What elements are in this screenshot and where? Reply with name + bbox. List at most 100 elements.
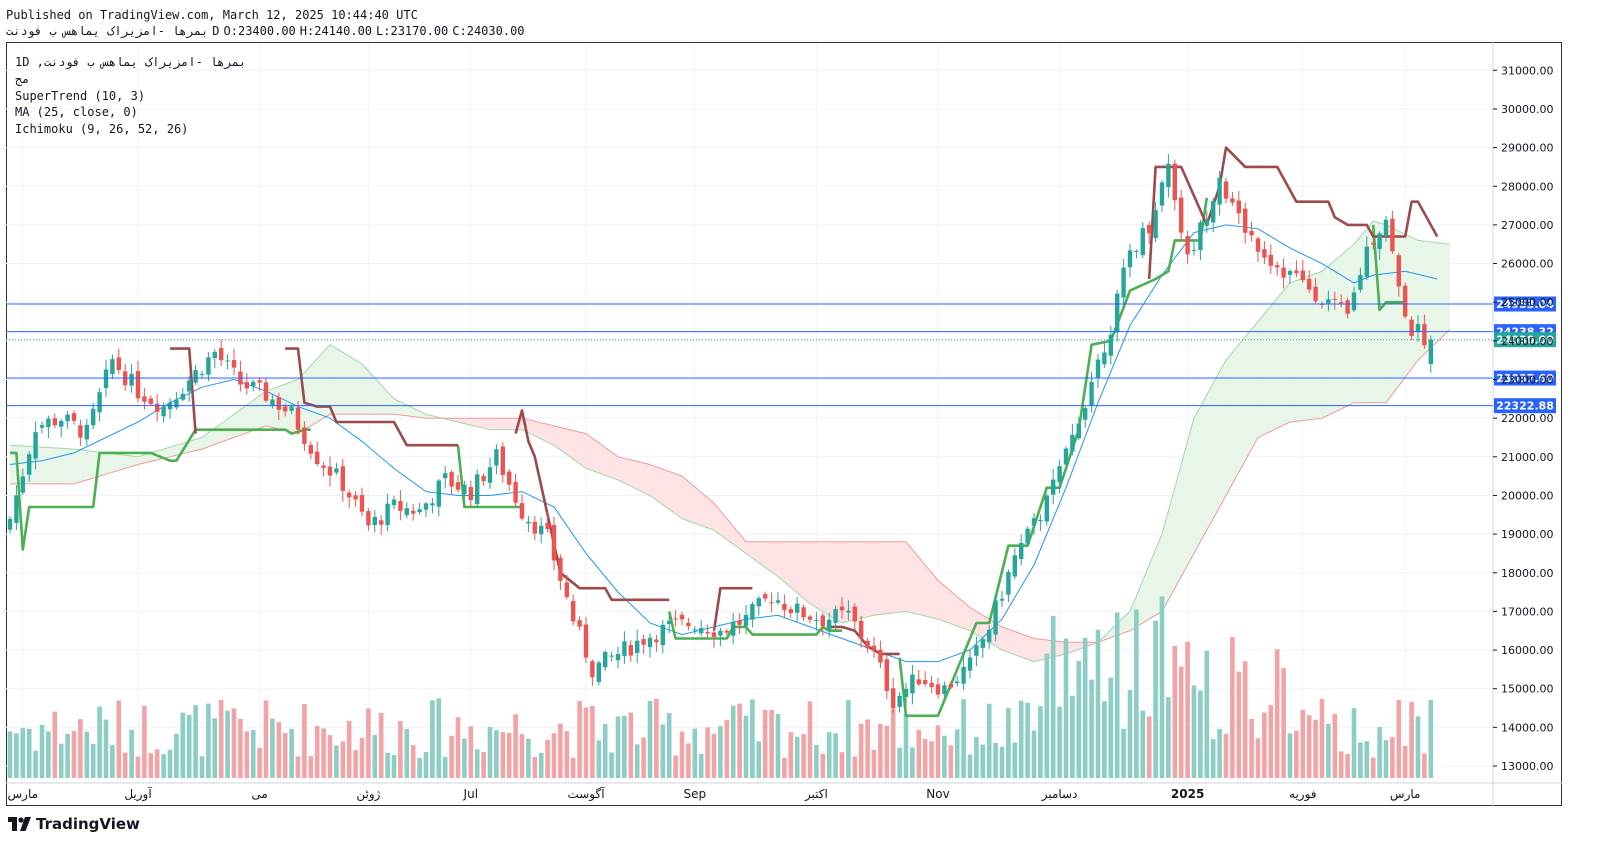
candle-body[interactable] bbox=[795, 603, 800, 613]
candle-body[interactable] bbox=[865, 640, 870, 649]
candle-body[interactable] bbox=[1300, 270, 1305, 281]
price-chart[interactable]: 24953.0424238.3223037.6022322.8824030.00… bbox=[6, 42, 1562, 806]
candle-body[interactable] bbox=[372, 516, 377, 526]
candle-body[interactable] bbox=[1358, 274, 1363, 290]
candle-body[interactable] bbox=[654, 639, 659, 643]
candle-body[interactable] bbox=[916, 679, 921, 685]
candle-body[interactable] bbox=[289, 406, 294, 411]
candle-body[interactable] bbox=[583, 624, 589, 658]
candle-body[interactable] bbox=[468, 487, 473, 501]
candle-body[interactable] bbox=[148, 398, 153, 405]
candle-body[interactable] bbox=[1025, 528, 1030, 544]
candle-body[interactable] bbox=[91, 408, 96, 426]
candle-body[interactable] bbox=[833, 609, 838, 623]
candle-body[interactable] bbox=[590, 661, 595, 678]
candle-body[interactable] bbox=[711, 632, 717, 637]
candle-body[interactable] bbox=[686, 622, 691, 627]
candle-body[interactable] bbox=[404, 508, 409, 516]
candle-body[interactable] bbox=[513, 481, 518, 503]
candle-body[interactable] bbox=[647, 637, 653, 648]
candle-body[interactable] bbox=[1038, 519, 1043, 521]
candle-body[interactable] bbox=[1044, 495, 1049, 522]
candle-body[interactable] bbox=[308, 444, 313, 454]
candle-body[interactable] bbox=[231, 360, 237, 368]
candle-body[interactable] bbox=[1211, 201, 1216, 223]
candle-body[interactable] bbox=[219, 347, 224, 361]
candle-body[interactable] bbox=[891, 688, 896, 709]
candle-body[interactable] bbox=[423, 503, 429, 510]
candle-body[interactable] bbox=[532, 521, 537, 534]
candle-body[interactable] bbox=[1339, 302, 1344, 304]
candle-body[interactable] bbox=[199, 374, 205, 376]
candle-body[interactable] bbox=[391, 499, 397, 506]
candle-body[interactable] bbox=[1089, 382, 1094, 406]
candle-body[interactable] bbox=[1134, 250, 1139, 252]
candle-body[interactable] bbox=[443, 473, 448, 479]
candle-body[interactable] bbox=[1243, 208, 1248, 233]
candle-body[interactable] bbox=[667, 620, 672, 625]
candle-body[interactable] bbox=[116, 357, 121, 370]
candle-body[interactable] bbox=[411, 510, 416, 514]
candle-body[interactable] bbox=[1230, 198, 1235, 203]
candle-body[interactable] bbox=[283, 406, 288, 412]
candle-body[interactable] bbox=[641, 639, 646, 645]
candle-body[interactable] bbox=[507, 471, 512, 485]
candle-body[interactable] bbox=[1159, 182, 1165, 206]
candle-body[interactable] bbox=[948, 684, 953, 688]
candle-body[interactable] bbox=[462, 484, 467, 495]
candle-body[interactable] bbox=[321, 465, 326, 468]
candle-body[interactable] bbox=[1031, 518, 1037, 526]
candle-body[interactable] bbox=[65, 414, 70, 422]
candle-body[interactable] bbox=[1223, 181, 1229, 199]
candle-body[interactable] bbox=[1217, 177, 1222, 205]
candle-body[interactable] bbox=[1179, 197, 1184, 233]
candle-body[interactable] bbox=[1057, 466, 1062, 483]
candle-body[interactable] bbox=[71, 413, 77, 421]
legend-ichimoku[interactable]: Ichimoku (9, 26, 52, 26) bbox=[15, 122, 189, 137]
candle-body[interactable] bbox=[782, 603, 787, 611]
candle-body[interactable] bbox=[1153, 209, 1158, 239]
candle-body[interactable] bbox=[967, 657, 973, 671]
candle-body[interactable] bbox=[705, 631, 710, 634]
candle-body[interactable] bbox=[1095, 359, 1101, 378]
candle-body[interactable] bbox=[161, 406, 166, 417]
candle-body[interactable] bbox=[1287, 270, 1293, 275]
candle-body[interactable] bbox=[340, 466, 345, 491]
candle-body[interactable] bbox=[1377, 233, 1382, 249]
candle-body[interactable] bbox=[1396, 255, 1401, 287]
candle-body[interactable] bbox=[244, 382, 249, 389]
candle-body[interactable] bbox=[1147, 225, 1152, 234]
candle-body[interactable] bbox=[1204, 220, 1209, 226]
candle-body[interactable] bbox=[1185, 236, 1190, 255]
candle-body[interactable] bbox=[398, 501, 403, 511]
candle-body[interactable] bbox=[84, 424, 89, 440]
candle-body[interactable] bbox=[1268, 254, 1273, 266]
candle-body[interactable] bbox=[20, 476, 25, 493]
candle-body[interactable] bbox=[353, 495, 358, 500]
candle-body[interactable] bbox=[1326, 299, 1331, 304]
candle-body[interactable] bbox=[679, 614, 685, 620]
legend-supertrend[interactable]: SuperTrend (10, 3) bbox=[15, 88, 146, 103]
candle-body[interactable] bbox=[270, 399, 275, 406]
candle-body[interactable] bbox=[1307, 278, 1312, 290]
candle-body[interactable] bbox=[839, 606, 845, 611]
candle-body[interactable] bbox=[187, 380, 192, 392]
candle-body[interactable] bbox=[206, 357, 211, 375]
candle-body[interactable] bbox=[635, 640, 640, 653]
candle-body[interactable] bbox=[1191, 250, 1197, 252]
candle-body[interactable] bbox=[558, 557, 563, 581]
candle-body[interactable] bbox=[347, 492, 352, 498]
candle-body[interactable] bbox=[871, 645, 877, 650]
candle-body[interactable] bbox=[359, 495, 365, 512]
candle-body[interactable] bbox=[315, 451, 320, 465]
candle-body[interactable] bbox=[545, 522, 550, 529]
candle-body[interactable] bbox=[103, 369, 109, 389]
candle-body[interactable] bbox=[225, 360, 230, 362]
candle-body[interactable] bbox=[961, 666, 966, 684]
candle-body[interactable] bbox=[276, 397, 281, 410]
candle-body[interactable] bbox=[903, 688, 909, 697]
candle-body[interactable] bbox=[775, 600, 781, 603]
candle-body[interactable] bbox=[622, 641, 627, 656]
candle-body[interactable] bbox=[974, 645, 979, 656]
candle-body[interactable] bbox=[846, 610, 851, 613]
